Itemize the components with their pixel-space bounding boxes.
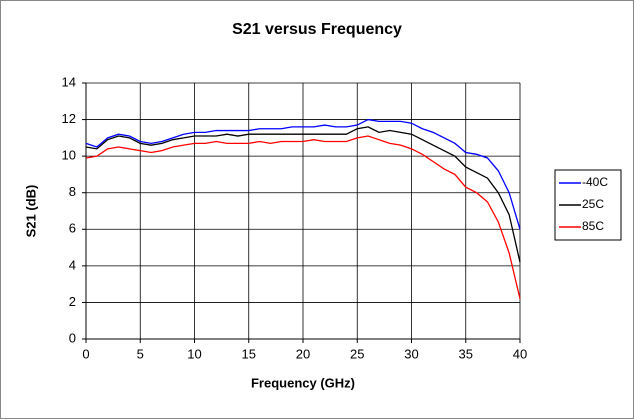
chart-title: S21 versus Frequency [232,21,402,38]
y-tick-label: 0 [69,330,76,345]
legend-label: 25C [582,197,604,211]
y-tick-label: 14 [62,74,76,89]
y-tick-label: 10 [62,148,76,163]
x-tick-label: 35 [459,346,473,361]
legend-label: 85C [582,219,604,233]
y-tick-label: 12 [62,111,76,126]
x-tick-label: 0 [82,346,89,361]
y-tick-label: 4 [69,257,76,272]
x-tick-label: 15 [242,346,256,361]
x-tick-label: 40 [513,346,527,361]
x-axis-label: Frequency (GHz) [251,375,355,390]
y-tick-label: 2 [69,294,76,309]
series-line [85,126,521,263]
x-tick-label: 20 [296,346,310,361]
x-tick-label: 25 [350,346,364,361]
series-line [85,118,521,230]
x-tick-label: 5 [137,346,144,361]
y-axis-label: S21 (dB) [23,185,38,238]
x-tick-label: 30 [404,346,418,361]
legend-label: -40C [582,175,608,189]
series-line [85,135,521,299]
y-tick-label: 8 [69,184,76,199]
y-tick-label: 6 [69,221,76,236]
x-tick-label: 10 [187,346,201,361]
